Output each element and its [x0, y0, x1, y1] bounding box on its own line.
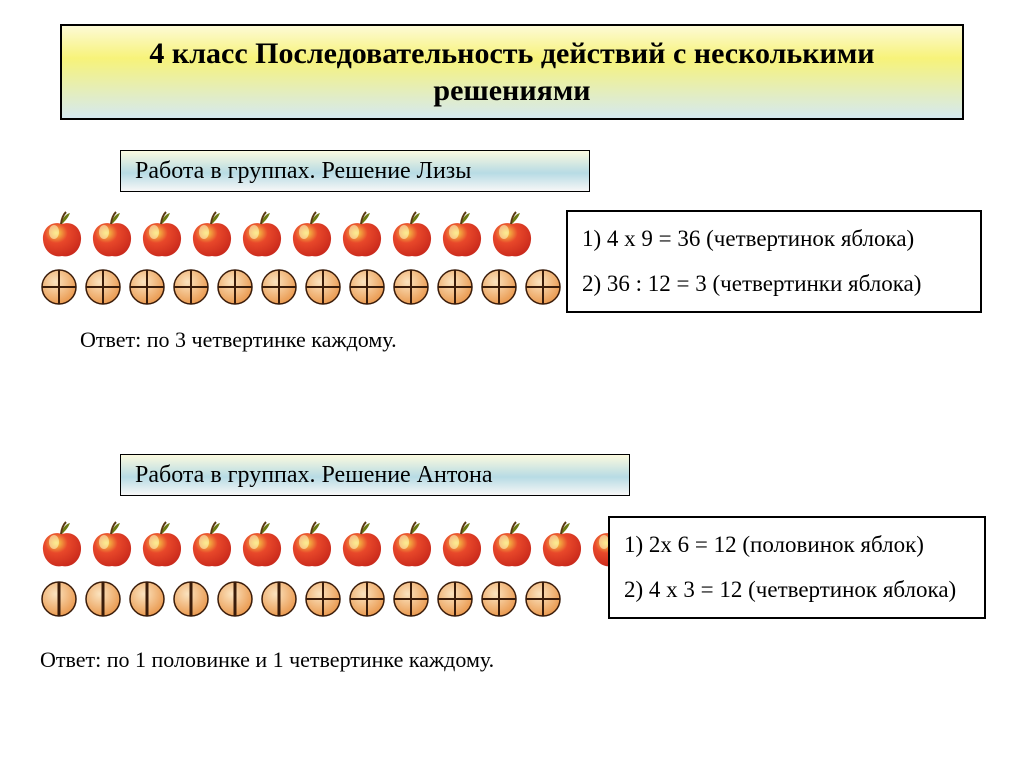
- quarter-disc-icon: [84, 268, 122, 306]
- apple-icon: [490, 520, 534, 570]
- quarter-disc-icon: [524, 580, 562, 618]
- apple-icon: [440, 210, 484, 260]
- quarter-disc-icon: [392, 268, 430, 306]
- apple-icon: [190, 520, 234, 570]
- quarter-disc-icon: [172, 268, 210, 306]
- apple-icon: [390, 210, 434, 260]
- apple-icon: [190, 210, 234, 260]
- section1-calc: 1) 4 х 9 = 36 (четвертинок яблока) 2) 36 …: [566, 210, 982, 313]
- apple-icon: [40, 210, 84, 260]
- section1-apples: [40, 210, 534, 260]
- quarter-disc-icon: [40, 268, 78, 306]
- apple-icon: [540, 520, 584, 570]
- half-disc-icon: [172, 580, 210, 618]
- half-disc-icon: [40, 580, 78, 618]
- calc-line: 1) 2х 6 = 12 (половинок яблок): [624, 528, 970, 561]
- apple-icon: [290, 210, 334, 260]
- section2-heading: Работа в группах. Решение Антона: [120, 454, 630, 496]
- section2-apples: [40, 520, 634, 570]
- section2-calc: 1) 2х 6 = 12 (половинок яблок) 2) 4 х 3 =…: [608, 516, 986, 619]
- quarter-disc-icon: [348, 580, 386, 618]
- section2-answer: Ответ: по 1 половинке и 1 четвертинке ка…: [40, 646, 600, 674]
- quarter-disc-icon: [348, 268, 386, 306]
- apple-icon: [90, 210, 134, 260]
- quarter-disc-icon: [436, 580, 474, 618]
- section1-answer: Ответ: по 3 четвертинке каждому.: [80, 326, 540, 354]
- calc-line: 2) 4 х 3 = 12 (четвертинок яблока): [624, 573, 970, 606]
- apple-icon: [340, 520, 384, 570]
- quarter-disc-icon: [524, 268, 562, 306]
- quarter-disc-icon: [216, 268, 254, 306]
- apple-icon: [140, 210, 184, 260]
- half-disc-icon: [216, 580, 254, 618]
- calc-line: 2) 36 : 12 = 3 (четвертинки яблока): [582, 267, 966, 300]
- apple-icon: [390, 520, 434, 570]
- apple-icon: [90, 520, 134, 570]
- apple-icon: [240, 210, 284, 260]
- quarter-disc-icon: [304, 580, 342, 618]
- half-disc-icon: [84, 580, 122, 618]
- quarter-disc-icon: [480, 268, 518, 306]
- apple-icon: [340, 210, 384, 260]
- quarter-disc-icon: [480, 580, 518, 618]
- slide-title: 4 класс Последовательность действий с не…: [60, 24, 964, 120]
- apple-icon: [140, 520, 184, 570]
- calc-line: 1) 4 х 9 = 36 (четвертинок яблока): [582, 222, 966, 255]
- half-disc-icon: [260, 580, 298, 618]
- apple-icon: [40, 520, 84, 570]
- half-disc-icon: [128, 580, 166, 618]
- apple-icon: [440, 520, 484, 570]
- quarter-disc-icon: [436, 268, 474, 306]
- section2-discs: [40, 580, 562, 618]
- apple-icon: [240, 520, 284, 570]
- section1-heading: Работа в группах. Решение Лизы: [120, 150, 590, 192]
- quarter-disc-icon: [304, 268, 342, 306]
- section1-discs: [40, 268, 540, 306]
- quarter-disc-icon: [392, 580, 430, 618]
- quarter-disc-icon: [128, 268, 166, 306]
- quarter-disc-icon: [260, 268, 298, 306]
- apple-icon: [490, 210, 534, 260]
- apple-icon: [290, 520, 334, 570]
